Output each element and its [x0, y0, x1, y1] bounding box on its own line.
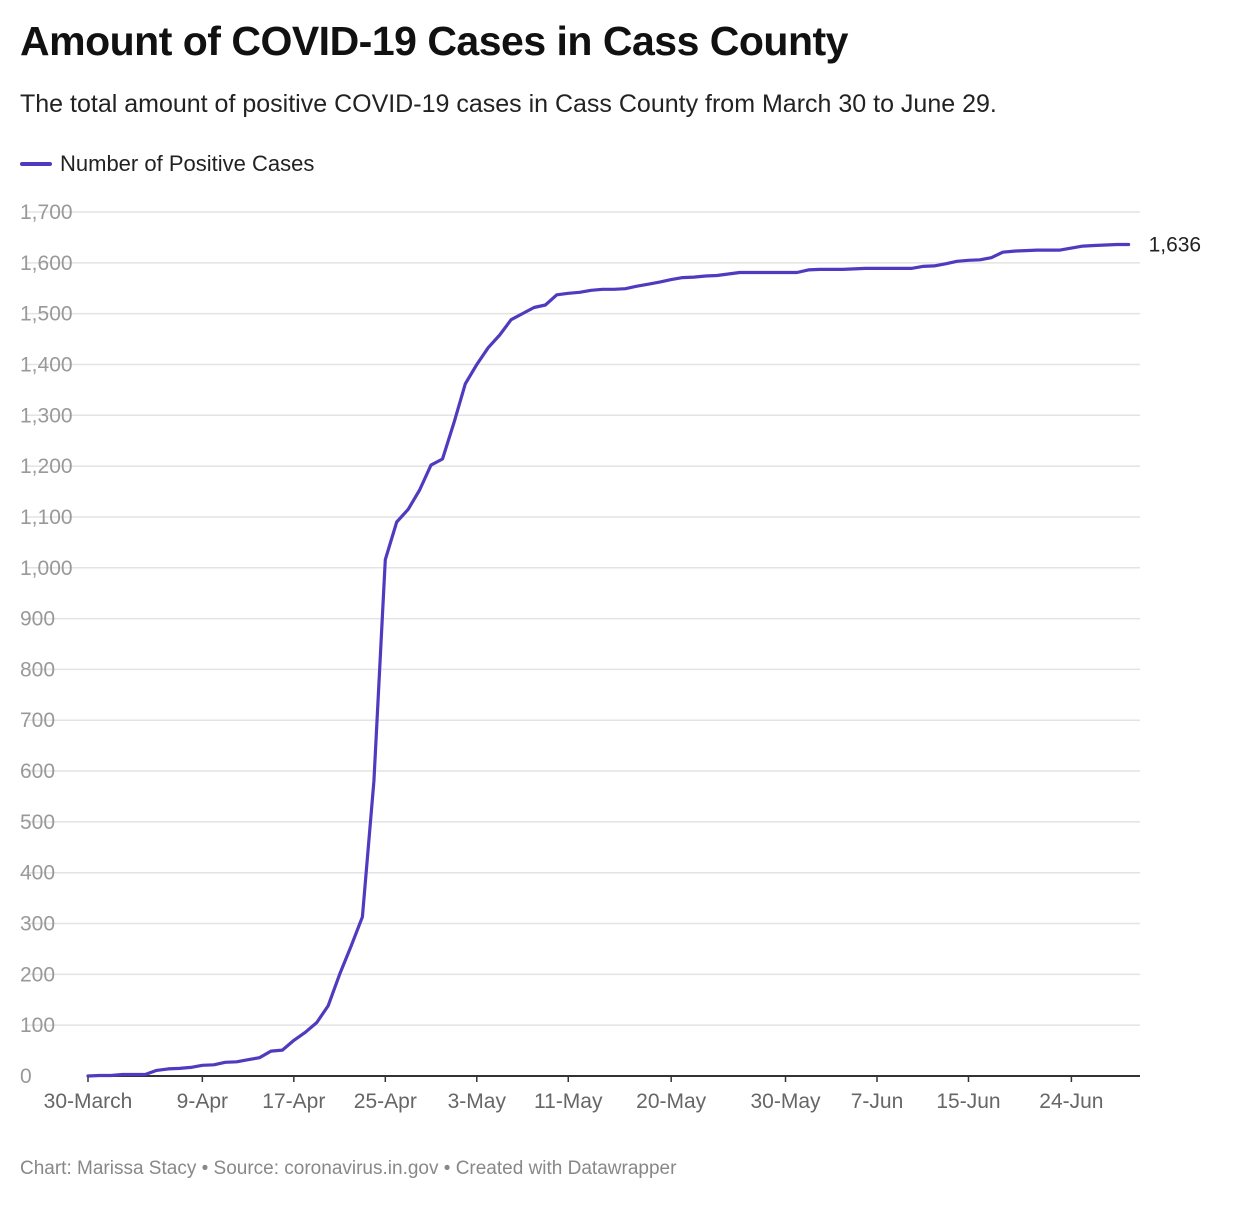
chart-title: Amount of COVID-19 Cases in Cass County [20, 18, 848, 64]
x-tick-label: 15-Jun [936, 1090, 1000, 1113]
y-axis: 0 100 200 300 400 500 600 700 800 900 1,000 1,100 1,… [20, 201, 73, 1088]
y-tick-label: 1,700 [20, 201, 73, 224]
x-tick-label: 24-Jun [1039, 1090, 1103, 1113]
y-tick-label: 1,600 [20, 252, 73, 275]
series-line [86, 242, 1131, 1078]
y-tick-label: 100 [20, 1014, 55, 1037]
x-tick-label: 20-May [636, 1090, 707, 1113]
y-tick-label: 700 [20, 709, 55, 732]
y-tick-label: 600 [20, 760, 55, 783]
y-tick-label: 1,000 [20, 557, 73, 580]
y-tick-label: 500 [20, 811, 55, 834]
y-tick-label: 1,200 [20, 455, 73, 478]
chart-subtitle: The total amount of positive COVID-19 ca… [20, 90, 997, 118]
x-tick-label: 3-May [448, 1090, 507, 1113]
y-tick-label: 800 [20, 658, 55, 681]
x-tick-label: 25-Apr [354, 1090, 417, 1113]
legend-label: Number of Positive Cases [60, 151, 315, 176]
x-tick-label: 30-May [751, 1090, 822, 1113]
chart-footer: Chart: Marissa Stacy • Source: coronavir… [20, 1158, 677, 1179]
y-tick-label: 0 [20, 1065, 32, 1088]
x-tick-label: 30-March [44, 1090, 133, 1113]
end-value-label: 1,636 [1149, 234, 1202, 257]
y-tick-label: 1,100 [20, 506, 73, 529]
legend: Number of Positive Cases [20, 151, 314, 177]
x-tick-label: 9-Apr [177, 1090, 228, 1113]
legend-swatch [20, 162, 52, 166]
x-tick-label: 7-Jun [851, 1090, 904, 1113]
series-group: 1,636 [86, 234, 1202, 1078]
x-axis: 30-March 9-Apr 17-Apr 25-Apr 3-May 11-May 20-M… [44, 1075, 1140, 1113]
y-tick-label: 1,500 [20, 303, 73, 326]
x-tick-label: 17-Apr [262, 1090, 325, 1113]
y-tick-label: 300 [20, 913, 55, 936]
y-tick-label: 1,400 [20, 353, 73, 376]
y-tick-label: 400 [20, 862, 55, 885]
grid-lines [26, 211, 1140, 1026]
y-tick-label: 1,300 [20, 404, 73, 427]
y-tick-label: 900 [20, 608, 55, 631]
y-tick-label: 200 [20, 963, 55, 986]
x-tick-label: 11-May [534, 1090, 603, 1113]
